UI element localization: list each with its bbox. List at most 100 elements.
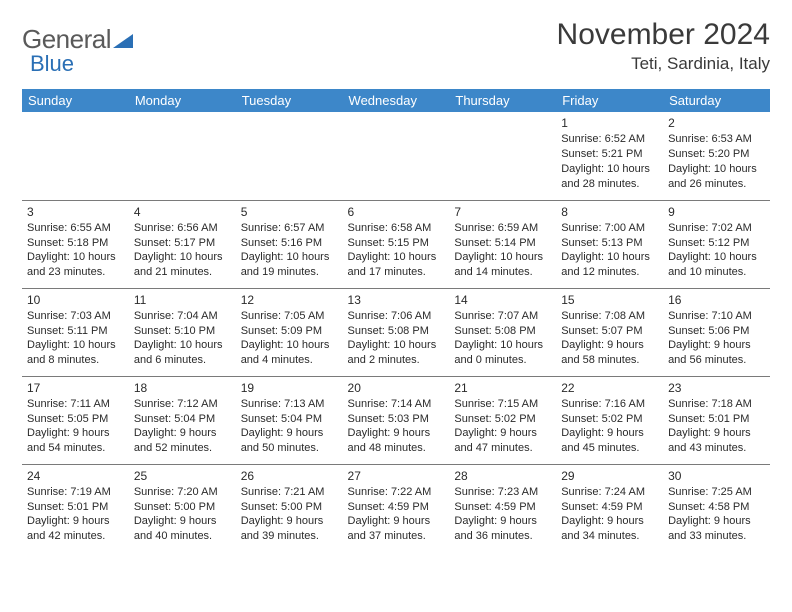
day-number: 30 — [668, 468, 765, 484]
day-detail: Sunset: 5:06 PM — [668, 324, 765, 339]
day-detail: Sunrise: 7:22 AM — [348, 485, 445, 500]
day-detail: Sunset: 5:15 PM — [348, 236, 445, 251]
day-detail: Sunrise: 7:23 AM — [454, 485, 551, 500]
day-detail: Sunset: 5:18 PM — [27, 236, 124, 251]
day-number: 3 — [27, 204, 124, 220]
day-detail: Sunset: 4:59 PM — [348, 500, 445, 515]
day-number: 6 — [348, 204, 445, 220]
day-detail: Sunset: 4:59 PM — [454, 500, 551, 515]
weekday-row: Sunday Monday Tuesday Wednesday Thursday… — [22, 89, 770, 112]
day-detail: Sunset: 4:59 PM — [561, 500, 658, 515]
day-detail: and 50 minutes. — [241, 441, 338, 456]
day-detail: Sunrise: 7:16 AM — [561, 397, 658, 412]
day-number: 18 — [134, 380, 231, 396]
day-detail: Sunrise: 7:21 AM — [241, 485, 338, 500]
day-number: 15 — [561, 292, 658, 308]
day-detail: Daylight: 9 hours — [561, 514, 658, 529]
day-detail: Sunset: 5:04 PM — [134, 412, 231, 427]
weekday-header: Sunday — [22, 89, 129, 112]
day-detail: and 14 minutes. — [454, 265, 551, 280]
calendar-week-row: 3Sunrise: 6:55 AMSunset: 5:18 PM Daylight… — [22, 200, 770, 288]
day-detail: Sunset: 5:14 PM — [454, 236, 551, 251]
calendar-day-cell: 3Sunrise: 6:55 AMSunset: 5:18 PMDaylight… — [22, 200, 129, 288]
day-detail: Sunrise: 7:20 AM — [134, 485, 231, 500]
weekday-header: Saturday — [663, 89, 770, 112]
day-detail: Sunset: 5:02 PM — [561, 412, 658, 427]
day-detail: and 40 minutes. — [134, 529, 231, 544]
day-detail: Sunset: 5:03 PM — [348, 412, 445, 427]
day-detail: Sunset: 5:17 PM — [134, 236, 231, 251]
calendar-day-cell: 11Sunrise: 7:04 AMSunset: 5:10 PMDayligh… — [129, 288, 236, 376]
day-number: 2 — [668, 115, 765, 131]
day-detail: and 8 minutes. — [27, 353, 124, 368]
day-number: 20 — [348, 380, 445, 396]
header: General Blue November 2024 Teti, Sardini… — [22, 18, 770, 77]
calendar-day-cell — [129, 112, 236, 200]
day-detail: Sunrise: 7:25 AM — [668, 485, 765, 500]
day-detail: Sunset: 5:08 PM — [454, 324, 551, 339]
day-detail: Daylight: 9 hours — [668, 514, 765, 529]
title-block: November 2024 Teti, Sardinia, Italy — [557, 18, 770, 74]
calendar-day-cell: 16Sunrise: 7:10 AMSunset: 5:06 PMDayligh… — [663, 288, 770, 376]
day-detail: Sunrise: 7:13 AM — [241, 397, 338, 412]
day-detail: Sunset: 5:00 PM — [134, 500, 231, 515]
day-detail: Sunrise: 6:53 AM — [668, 132, 765, 147]
day-number: 11 — [134, 292, 231, 308]
day-detail: Daylight: 9 hours — [27, 514, 124, 529]
day-detail: Sunset: 5:00 PM — [241, 500, 338, 515]
day-detail: Sunrise: 7:14 AM — [348, 397, 445, 412]
calendar-day-cell: 25Sunrise: 7:20 AMSunset: 5:00 PMDayligh… — [129, 464, 236, 552]
day-detail: Sunset: 5:07 PM — [561, 324, 658, 339]
day-detail: and 21 minutes. — [134, 265, 231, 280]
day-number: 9 — [668, 204, 765, 220]
day-detail: Sunset: 5:01 PM — [27, 500, 124, 515]
weekday-header: Monday — [129, 89, 236, 112]
day-detail: Sunrise: 7:05 AM — [241, 309, 338, 324]
day-detail: Sunset: 5:04 PM — [241, 412, 338, 427]
day-detail: and 26 minutes. — [668, 177, 765, 192]
day-detail: Daylight: 10 hours — [27, 338, 124, 353]
day-detail: and 58 minutes. — [561, 353, 658, 368]
weekday-header: Tuesday — [236, 89, 343, 112]
day-detail: and 54 minutes. — [27, 441, 124, 456]
day-number: 1 — [561, 115, 658, 131]
location-text: Teti, Sardinia, Italy — [557, 54, 770, 74]
day-detail: Sunrise: 7:03 AM — [27, 309, 124, 324]
logo-text-general: General — [22, 24, 111, 54]
calendar-day-cell: 30Sunrise: 7:25 AMSunset: 4:58 PMDayligh… — [663, 464, 770, 552]
day-detail: Sunrise: 7:19 AM — [27, 485, 124, 500]
day-detail: Sunrise: 6:55 AM — [27, 221, 124, 236]
day-detail: Daylight: 10 hours — [241, 338, 338, 353]
day-detail: Daylight: 9 hours — [668, 338, 765, 353]
day-detail: and 34 minutes. — [561, 529, 658, 544]
day-detail: Daylight: 9 hours — [241, 514, 338, 529]
day-number: 14 — [454, 292, 551, 308]
day-detail: Sunset: 5:10 PM — [134, 324, 231, 339]
calendar-page: General Blue November 2024 Teti, Sardini… — [0, 0, 792, 562]
day-detail: Daylight: 10 hours — [668, 250, 765, 265]
day-detail: Sunset: 5:09 PM — [241, 324, 338, 339]
day-detail: Daylight: 10 hours — [348, 338, 445, 353]
day-detail: Sunrise: 6:57 AM — [241, 221, 338, 236]
calendar-day-cell: 18Sunrise: 7:12 AMSunset: 5:04 PMDayligh… — [129, 376, 236, 464]
day-number: 25 — [134, 468, 231, 484]
day-detail: and 28 minutes. — [561, 177, 658, 192]
day-detail: Sunrise: 7:15 AM — [454, 397, 551, 412]
day-detail: and 42 minutes. — [27, 529, 124, 544]
day-detail: Sunset: 5:05 PM — [27, 412, 124, 427]
day-detail: Sunset: 5:16 PM — [241, 236, 338, 251]
calendar-head: Sunday Monday Tuesday Wednesday Thursday… — [22, 89, 770, 112]
calendar-day-cell: 27Sunrise: 7:22 AMSunset: 4:59 PMDayligh… — [343, 464, 450, 552]
calendar-day-cell: 2Sunrise: 6:53 AMSunset: 5:20 PMDaylight… — [663, 112, 770, 200]
calendar-day-cell: 17Sunrise: 7:11 AMSunset: 5:05 PMDayligh… — [22, 376, 129, 464]
calendar-day-cell: 24Sunrise: 7:19 AMSunset: 5:01 PMDayligh… — [22, 464, 129, 552]
day-detail: Daylight: 9 hours — [348, 514, 445, 529]
calendar-day-cell — [343, 112, 450, 200]
calendar-day-cell: 1Sunrise: 6:52 AMSunset: 5:21 PMDaylight… — [556, 112, 663, 200]
calendar-day-cell: 28Sunrise: 7:23 AMSunset: 4:59 PMDayligh… — [449, 464, 556, 552]
day-detail: Sunset: 5:13 PM — [561, 236, 658, 251]
day-detail: Daylight: 9 hours — [561, 426, 658, 441]
calendar-week-row: 1Sunrise: 6:52 AMSunset: 5:21 PMDaylight… — [22, 112, 770, 200]
day-detail: Daylight: 10 hours — [561, 250, 658, 265]
day-number: 28 — [454, 468, 551, 484]
